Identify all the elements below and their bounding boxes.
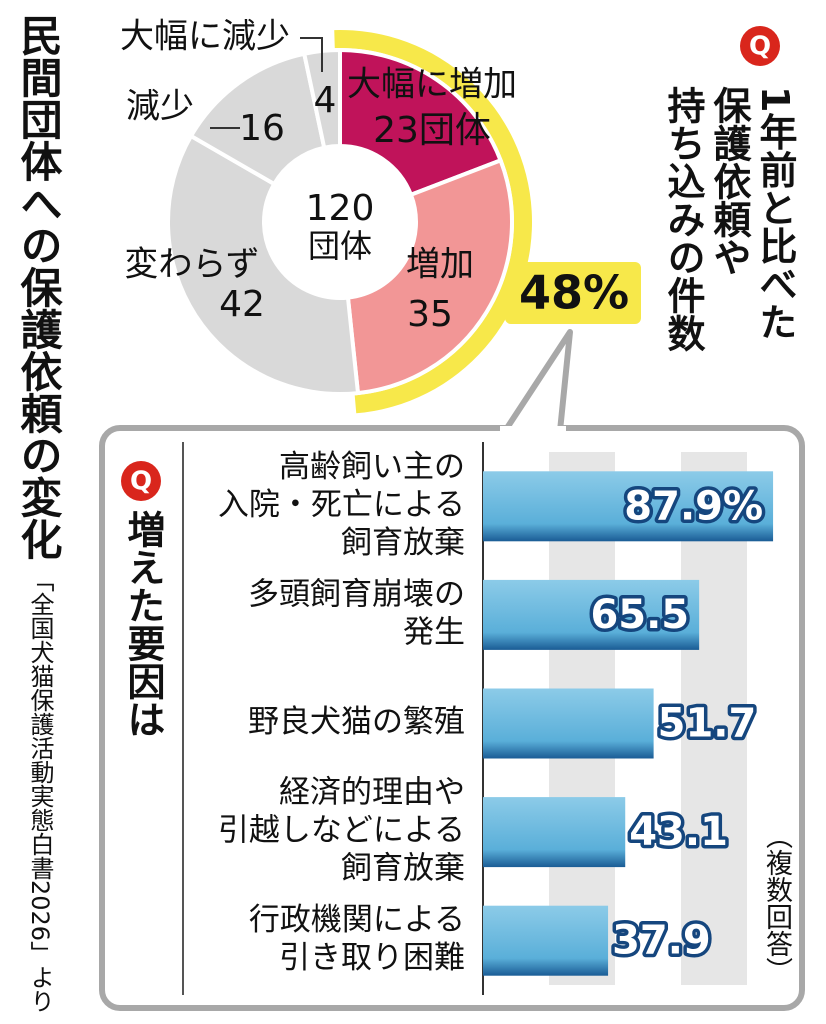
pointer-join: [500, 426, 566, 434]
category-label: 野良犬猫の繁殖: [248, 704, 465, 740]
slice-value: 4: [314, 80, 337, 121]
category-label: 引き取り困難: [279, 940, 465, 976]
slice-value: 35: [407, 294, 453, 335]
slice-label: 大幅に増加: [347, 65, 517, 105]
pointer: [502, 329, 573, 433]
total: 120: [306, 188, 375, 229]
value-label: 51.7: [658, 701, 757, 747]
pie-question: 1年前と比べた 保護依頼や 持ち込みの件数: [660, 86, 798, 352]
value-label: 87.9%: [624, 483, 763, 529]
question-line: 1年前と比べた: [753, 86, 797, 341]
bar-panel: [99, 329, 805, 1011]
category-label: 多頭飼育崩壊の: [248, 576, 465, 612]
slice-label: 変わらず: [124, 245, 259, 285]
question-line: 保護依頼や: [707, 86, 751, 276]
total-unit: 団体: [308, 227, 372, 265]
q-icon: [121, 461, 161, 501]
category-label: 飼育放棄: [341, 525, 465, 561]
title: 民間団体への保護依頼の変化: [14, 14, 63, 560]
value-label: 43.1: [629, 809, 728, 855]
pie-slice: [166, 133, 361, 396]
bar: [483, 579, 700, 650]
bar: [483, 688, 654, 759]
category-label: 引越しなどによる: [218, 813, 465, 849]
highlight-box: [505, 262, 641, 324]
category-label: 入院・死亡による: [218, 487, 465, 523]
slice-label: 大幅に減少: [120, 17, 290, 57]
question-line: 持ち込みの件数: [661, 86, 705, 352]
category-label: 飼育放棄: [341, 851, 465, 887]
category-label: 高齢飼い主の: [279, 449, 465, 485]
slice-value: 16: [239, 108, 285, 149]
pie-slice: [338, 47, 504, 198]
pie-slice: [345, 157, 514, 396]
value-label: 65.5: [590, 592, 689, 638]
pie-slice: [301, 47, 342, 151]
source: 「全国犬猫保護活動実態白書2026」より: [26, 568, 54, 1014]
q-letter: Q: [130, 467, 152, 497]
leader-line: [300, 37, 323, 72]
value-label: 37.9: [612, 918, 711, 964]
pie-slice: [188, 51, 327, 187]
category-label: 発生: [403, 614, 465, 650]
q-letter: Q: [749, 32, 771, 62]
bar: [483, 471, 774, 542]
slice-value: 23団体: [373, 110, 491, 151]
category-label: 行政機関による: [249, 902, 465, 938]
note: （複数回答）: [761, 822, 792, 984]
panel-frame: [99, 425, 805, 1011]
bar: [483, 905, 609, 976]
q-icon: [740, 26, 780, 66]
category-label: 経済的理由や: [279, 775, 465, 811]
highlight-label: 48%: [519, 266, 629, 320]
bar: [483, 797, 626, 868]
slice-label: 減少: [126, 87, 194, 127]
slice-value: 42: [219, 284, 265, 325]
bar-question: 増えた要因は: [121, 510, 165, 738]
slice-label: 増加: [406, 245, 474, 285]
